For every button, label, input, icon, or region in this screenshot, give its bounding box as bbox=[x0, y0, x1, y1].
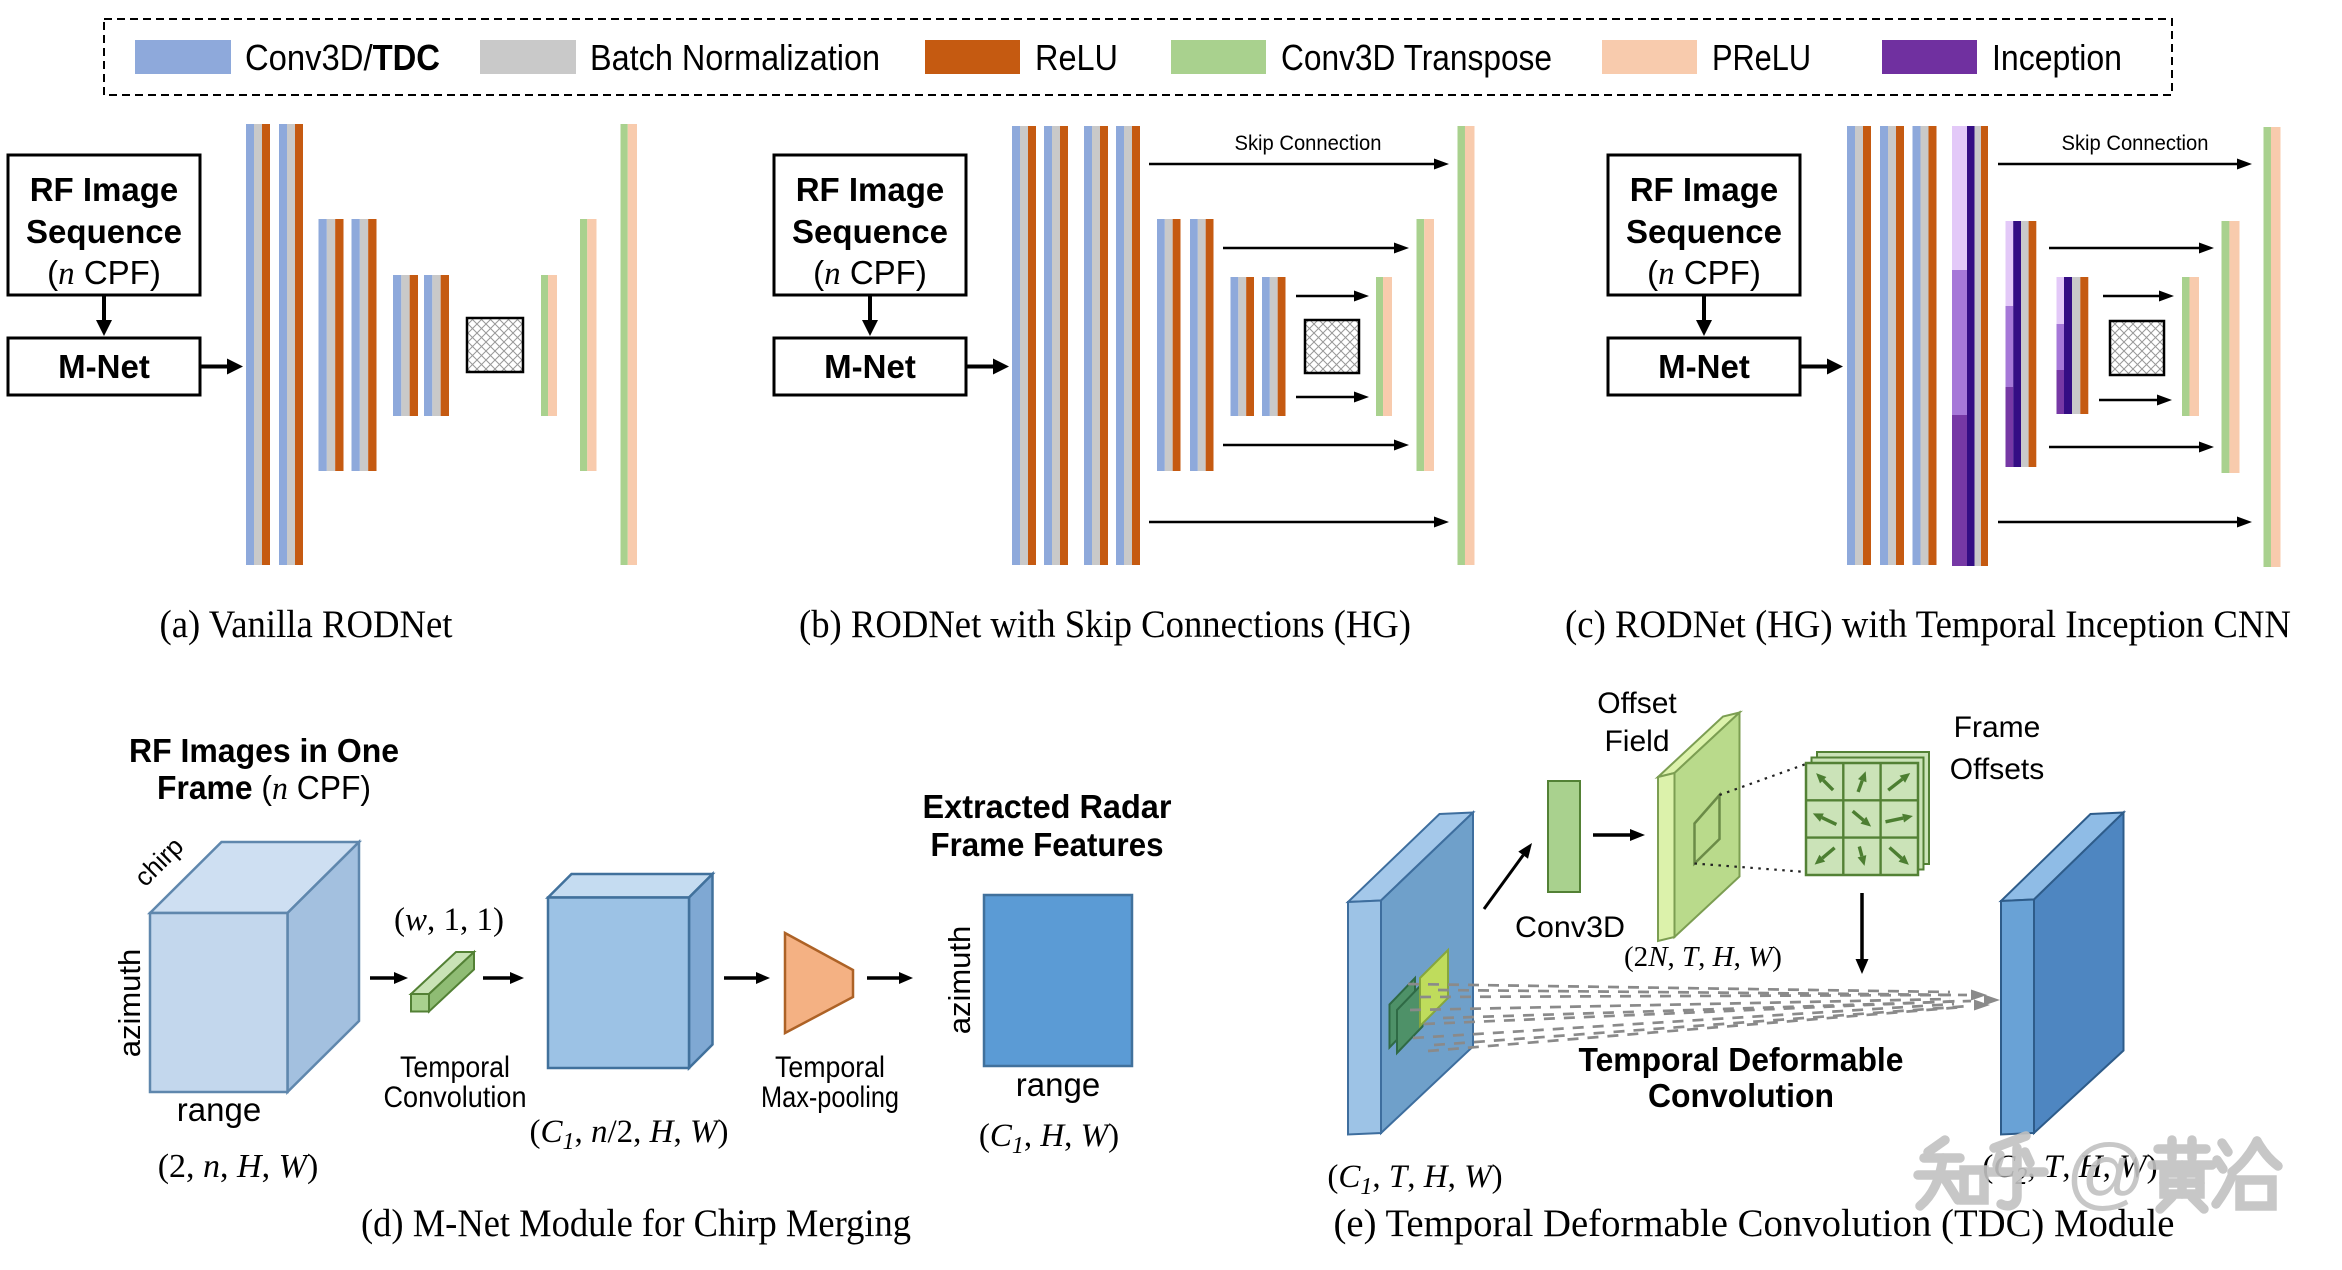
svg-text:M-Net: M-Net bbox=[58, 348, 150, 385]
svg-text:Skip Connection: Skip Connection bbox=[1235, 132, 1382, 155]
svg-text:Convolution: Convolution bbox=[384, 1081, 527, 1114]
svg-text:RF Image: RF Image bbox=[1630, 171, 1779, 208]
svg-text:M-Net: M-Net bbox=[1658, 348, 1750, 385]
svg-text:Temporal Deformable: Temporal Deformable bbox=[1579, 1041, 1904, 1078]
svg-text:Sequence: Sequence bbox=[26, 213, 182, 250]
svg-text:Conv3D Transpose: Conv3D Transpose bbox=[1281, 37, 1552, 78]
svg-text:Conv3D/TDC: Conv3D/TDC bbox=[245, 37, 440, 78]
svg-text:(a) Vanilla RODNet: (a) Vanilla RODNet bbox=[160, 603, 453, 646]
svg-text:Convolution: Convolution bbox=[1648, 1077, 1834, 1114]
svg-text:Conv3D: Conv3D bbox=[1515, 911, 1625, 944]
svg-text:(d) M-Net Module for Chirp Mer: (d) M-Net Module for Chirp Merging bbox=[361, 1202, 911, 1245]
svg-text:Skip Connection: Skip Connection bbox=[2062, 132, 2209, 155]
svg-text:RF Images in One: RF Images in One bbox=[129, 732, 399, 769]
svg-text:azimuth: azimuth bbox=[942, 926, 977, 1035]
svg-text:Frame: Frame bbox=[1954, 711, 2041, 744]
svg-text:(n CPF): (n CPF) bbox=[47, 254, 161, 292]
svg-text:Offset: Offset bbox=[1597, 687, 1677, 720]
svg-text:ReLU: ReLU bbox=[1035, 37, 1118, 78]
svg-text:M-Net: M-Net bbox=[824, 348, 916, 385]
svg-text:Sequence: Sequence bbox=[792, 213, 948, 250]
svg-text:azimuth: azimuth bbox=[112, 949, 147, 1058]
svg-text:Temporal: Temporal bbox=[775, 1051, 885, 1084]
svg-text:Inception: Inception bbox=[1992, 37, 2122, 78]
svg-text:(2, n, H, W): (2, n, H, W) bbox=[158, 1148, 319, 1185]
svg-text:Extracted Radar: Extracted Radar bbox=[923, 788, 1172, 825]
svg-text:PReLU: PReLU bbox=[1712, 37, 1811, 78]
svg-text:(c) RODNet (HG) with Temporal: (c) RODNet (HG) with Temporal Inception … bbox=[1565, 603, 2291, 646]
svg-text:(e) Temporal Deformable Convol: (e) Temporal Deformable Convolution (TDC… bbox=[1334, 1202, 2175, 1245]
svg-text:(n CPF): (n CPF) bbox=[1647, 254, 1761, 292]
svg-text:Max-pooling: Max-pooling bbox=[761, 1081, 899, 1114]
svg-text:Frame (n CPF): Frame (n CPF) bbox=[157, 769, 371, 807]
svg-text:RF Image: RF Image bbox=[30, 171, 179, 208]
svg-text:Offsets: Offsets bbox=[1950, 753, 2044, 786]
svg-text:@: @ bbox=[2065, 1128, 2146, 1217]
svg-text:Temporal: Temporal bbox=[400, 1051, 510, 1084]
svg-text:RF Image: RF Image bbox=[796, 171, 945, 208]
svg-text:Frame Features: Frame Features bbox=[931, 826, 1164, 863]
svg-text:Sequence: Sequence bbox=[1626, 213, 1782, 250]
svg-text:range: range bbox=[177, 1091, 261, 1128]
svg-text:range: range bbox=[1016, 1066, 1100, 1103]
svg-text:(2N, T, H, W): (2N, T, H, W) bbox=[1624, 941, 1782, 973]
svg-text:Field: Field bbox=[1604, 725, 1669, 758]
svg-text:(n CPF): (n CPF) bbox=[813, 254, 927, 292]
svg-text:(C1, T, H, W): (C1, T, H, W) bbox=[1327, 1159, 1502, 1200]
svg-text:(C1, n/2, H, W): (C1, n/2, H, W) bbox=[529, 1114, 728, 1155]
svg-text:Batch Normalization: Batch Normalization bbox=[590, 37, 880, 78]
svg-text:(w, 1, 1): (w, 1, 1) bbox=[394, 902, 504, 938]
svg-text:(b) RODNet with Skip Connectio: (b) RODNet with Skip Connections (HG) bbox=[799, 603, 1411, 646]
svg-text:(C1, H, W): (C1, H, W) bbox=[979, 1118, 1119, 1159]
